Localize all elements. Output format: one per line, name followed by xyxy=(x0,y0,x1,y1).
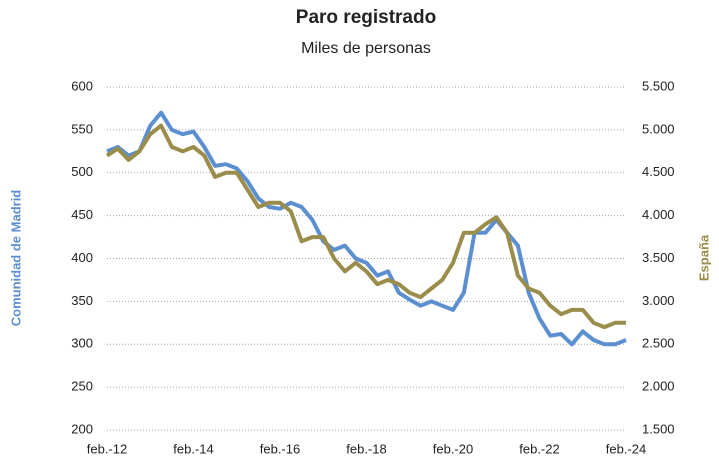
y2-tick-label: 4.500 xyxy=(642,164,675,179)
x-tick-label: feb.-20 xyxy=(433,441,473,456)
y-tick-label: 600 xyxy=(71,78,93,93)
y2-tick-label: 4.000 xyxy=(642,207,675,222)
y-tick-label: 450 xyxy=(71,207,93,222)
y2-tick-label: 1.500 xyxy=(642,421,675,436)
x-tick-label: feb.-24 xyxy=(606,441,646,456)
series-line xyxy=(105,123,626,330)
y-tick-label: 250 xyxy=(71,379,93,394)
y2-tick-label: 2.500 xyxy=(642,336,675,351)
chart-title: Paro registrado xyxy=(296,7,436,28)
y-tick-label: 400 xyxy=(71,250,93,265)
y-tick-label: 550 xyxy=(71,121,93,136)
y2-tick-label: 2.000 xyxy=(642,379,675,394)
y-tick-label: 200 xyxy=(71,421,93,436)
y2-tick-label: 5.500 xyxy=(642,78,675,93)
chart-subtitle: Miles de personas xyxy=(301,40,431,57)
x-tick-label: feb.-14 xyxy=(173,441,213,456)
x-tick-label: feb.-16 xyxy=(260,441,300,456)
x-tick-label: feb.-12 xyxy=(87,441,127,456)
x-tick-label: feb.-18 xyxy=(346,441,386,456)
y-axis-title: Comunidad de Madrid xyxy=(8,190,23,327)
y-tick-label: 500 xyxy=(71,164,93,179)
y2-tick-label: 3.500 xyxy=(642,250,675,265)
y2-axis-title: España xyxy=(696,234,711,281)
y-tick-label: 300 xyxy=(71,336,93,351)
x-tick-label: feb.-22 xyxy=(519,441,559,456)
series-line xyxy=(106,110,627,347)
y2-tick-label: 3.000 xyxy=(642,293,675,308)
y2-tick-label: 5.000 xyxy=(642,121,675,136)
y-tick-label: 350 xyxy=(71,293,93,308)
